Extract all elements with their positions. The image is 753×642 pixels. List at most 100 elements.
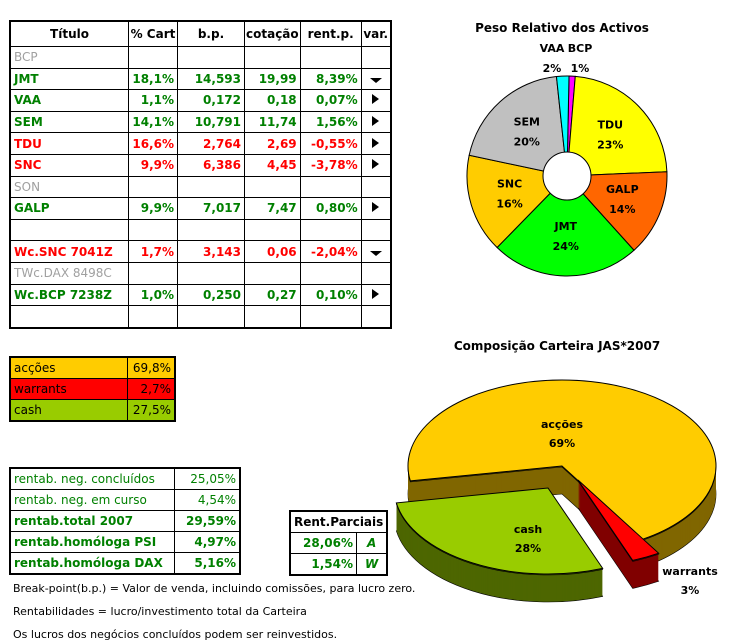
cell-rent: 8,39% — [299, 67, 362, 91]
partial-value: 28,06% — [289, 532, 358, 554]
cell-bp: 14,593 — [177, 67, 245, 91]
pie1-label: SEM — [514, 115, 540, 128]
returns-label: rentab. neg. em curso — [9, 489, 175, 511]
pie2-value: 69% — [549, 437, 575, 450]
note-break-point: Break-point(b.p.) = Valor de venda, incl… — [13, 582, 416, 595]
allocation-value: 2,7% — [127, 378, 176, 400]
allocation-row: warrants 2,7% — [9, 378, 176, 400]
partial-code: A — [356, 532, 388, 554]
pie1-hole — [542, 151, 592, 201]
cell-rent: 0,10% — [299, 283, 362, 307]
returns-label: rentab.total 2007 — [9, 510, 175, 532]
table-row: SON — [9, 175, 392, 199]
allocation-row: acções 69,8% — [9, 356, 176, 379]
table-row: GALP 9,9% 7,017 7,47 0,80% — [9, 197, 392, 220]
cell-var — [360, 132, 392, 155]
pie1-label: TDU — [597, 118, 623, 131]
table-row: Wc.SNC 7041Z 1,7% 3,143 0,06 -2,04% — [9, 240, 392, 263]
cell-pct: 9,9% — [128, 197, 178, 220]
pie2-slice-top — [577, 479, 660, 561]
returns-value: 4,54% — [174, 489, 241, 511]
table-row: TDU 16,6% 2,764 2,69 -0,55% — [9, 132, 392, 155]
pie1-title: Peso Relativo dos Activos — [475, 21, 649, 35]
cell-title: JMT — [9, 67, 129, 91]
allocation-row: cash 27,5% — [9, 399, 176, 422]
triangle-right-icon — [372, 137, 380, 148]
pie2-slice-top — [395, 487, 604, 575]
cell-var — [360, 110, 392, 134]
allocation-label: cash — [9, 399, 128, 422]
cell-cot: 4,45 — [244, 153, 301, 177]
cell-var — [360, 175, 392, 199]
cell-pct: 9,9% — [128, 153, 178, 177]
pie1-label: JMT — [554, 220, 578, 233]
returns-table: rentab. neg. concluídos 25,05% rentab. neg… — [9, 467, 241, 575]
cell-bp — [177, 175, 245, 199]
pie2: acções 69% warrants 3% cash 28% — [395, 379, 718, 603]
cell-var — [360, 197, 392, 220]
partial-returns-row: 1,54% W — [289, 553, 388, 576]
pie2-slice-cash — [395, 487, 604, 603]
pie1-value: 23% — [597, 138, 623, 151]
pie2-slice-acções — [407, 379, 717, 568]
partial-returns-row: 28,06% A — [289, 532, 388, 554]
triangle-down-icon — [369, 77, 382, 83]
triangle-right-icon — [372, 288, 380, 299]
pie1: TDU 23% GALP 14% JMT 24% SNC 16% SEM 20% VAA 2% BCP 1… — [466, 42, 668, 277]
cell-cot: 11,74 — [244, 110, 301, 134]
returns-label: rentab.homóloga DAX — [9, 552, 175, 575]
returns-value: 4,97% — [174, 531, 241, 553]
returns-value: 29,59% — [174, 510, 241, 532]
cell-title: SNC — [9, 153, 129, 177]
pie1-slice-vaa — [555, 75, 570, 177]
cell-rent: -3,78% — [299, 153, 362, 177]
pie2-slice-warrants — [577, 479, 660, 589]
portfolio-table: Título% Cart b.p. cotação rent.p. var. BCP JM… — [9, 20, 392, 329]
cell-pct: 1,0% — [128, 283, 178, 307]
cell-title: TWc.DAX 8498C — [9, 261, 129, 285]
returns-row: rentab.total 2007 29,59% — [9, 510, 241, 532]
pie2-value: 28% — [515, 542, 541, 555]
pie1-slice-tdu — [566, 75, 668, 177]
cell-bp: 7,017 — [177, 197, 245, 220]
returns-row: rentab. neg. em curso 4,54% — [9, 489, 241, 511]
table-row: JMT 18,1% 14,593 19,99 8,39% — [9, 67, 392, 91]
triangle-right-icon — [372, 159, 380, 170]
cell-var — [360, 89, 392, 112]
pie2-value: 3% — [681, 584, 700, 597]
cell-bp: 0,250 — [177, 283, 245, 307]
table-row: SEM 14,1% 10,791 11,74 1,56% — [9, 110, 392, 134]
pie2-slice-top — [407, 379, 717, 540]
cell-var — [360, 218, 392, 242]
pie1-slice-sem — [468, 76, 568, 177]
header-2: b.p. — [177, 20, 245, 47]
allocation-value: 27,5% — [127, 399, 176, 422]
pie1-value: 14% — [609, 203, 635, 216]
cell-var — [360, 153, 392, 177]
returns-label: rentab.homóloga PSI — [9, 531, 175, 553]
pie2-label: cash — [514, 523, 542, 536]
cell-rent: 1,56% — [299, 110, 362, 134]
allocation-label: warrants — [9, 378, 128, 400]
cell-cot: 19,99 — [244, 67, 301, 91]
header-1: % Cart — [128, 20, 178, 47]
table-row — [9, 218, 392, 242]
allocation-label: acções — [9, 356, 128, 379]
pie2-label: warrants — [662, 565, 718, 578]
partial-returns-header: Rent.Parciais — [289, 510, 388, 533]
cell-pct: 14,1% — [128, 110, 178, 134]
pie1-value: 2% — [543, 62, 562, 75]
cell-rent: 0,80% — [299, 197, 362, 220]
pie1-label: BCP — [568, 42, 593, 55]
pie2-title: Composição Carteira JAS*2007 — [454, 339, 660, 353]
table-row: TWc.DAX 8498C — [9, 261, 392, 285]
triangle-down-icon — [369, 250, 382, 256]
cell-bp: 3,143 — [177, 240, 245, 263]
cell-bp — [177, 305, 245, 329]
cell-bp — [177, 218, 245, 242]
cell-bp: 2,764 — [177, 132, 245, 155]
cell-title: GALP — [9, 197, 129, 220]
cell-rent — [299, 175, 362, 199]
cell-title: Wc.SNC 7041Z — [9, 240, 129, 263]
